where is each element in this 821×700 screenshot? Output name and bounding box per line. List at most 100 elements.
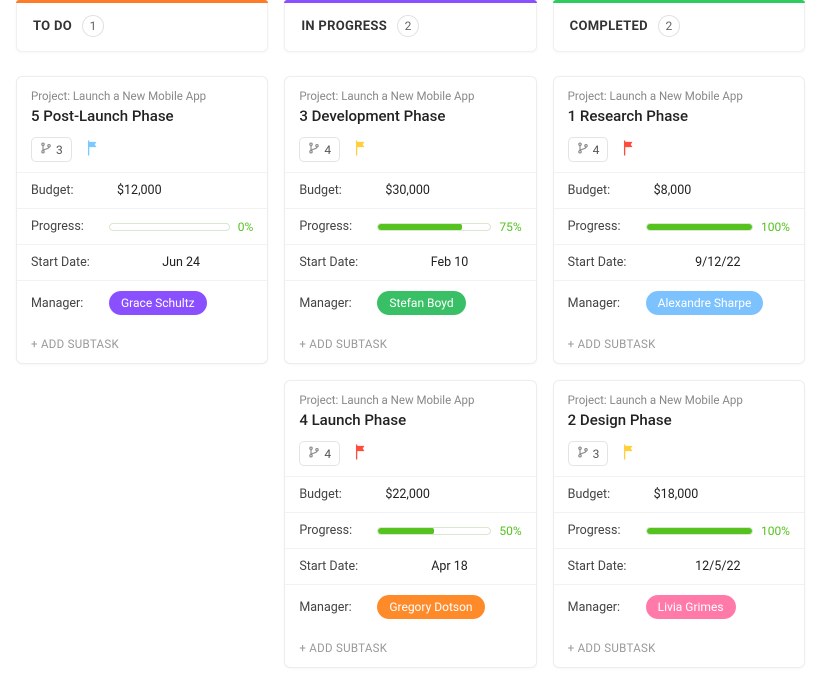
subtask-chip[interactable]: 4 (299, 441, 340, 466)
task-card[interactable]: Project: Launch a New Mobile App5 Post-L… (16, 76, 268, 364)
subtask-chip[interactable]: 4 (568, 137, 609, 162)
subtask-chip[interactable]: 4 (299, 137, 340, 162)
budget-label: Budget: (568, 183, 646, 198)
task-card[interactable]: Project: Launch a New Mobile App1 Resear… (553, 76, 805, 364)
progress-label: Progress: (568, 523, 646, 538)
progress-bar-wrap: 100% (646, 524, 790, 538)
budget-label: Budget: (299, 183, 377, 198)
task-card[interactable]: Project: Launch a New Mobile App 2 Design… (553, 380, 805, 668)
manager-label: Manager: (299, 296, 377, 311)
progress-bar[interactable] (646, 223, 753, 231)
budget-value: $8,000 (646, 183, 790, 198)
manager-pill[interactable]: Alexandre Sharpe (646, 291, 764, 315)
column-title: IN PROGRESS (301, 19, 387, 34)
column-header[interactable]: COMPLETED2 (553, 0, 805, 52)
start-date-label: Start Date: (299, 255, 377, 270)
subtask-count: 4 (324, 447, 331, 461)
manager-value-wrap: Alexandre Sharpe (646, 291, 790, 315)
add-subtask-button[interactable]: + ADD SUBTASK (554, 629, 804, 667)
manager-label: Manager: (568, 600, 646, 615)
add-subtask-button[interactable]: + ADD SUBTASK (285, 629, 535, 667)
flag-icon[interactable] (354, 444, 368, 464)
subtask-chip[interactable]: 3 (568, 441, 609, 466)
progress-bar[interactable] (377, 223, 491, 231)
progress-bar-wrap: 0% (109, 220, 253, 234)
column-accent-bar (553, 0, 805, 3)
start-date-value: Apr 18 (377, 559, 521, 574)
budget-label: Budget: (299, 487, 377, 502)
budget-value: $30,000 (377, 183, 521, 198)
manager-row: Manager:Grace Schultz (17, 280, 267, 325)
add-subtask-button[interactable]: + ADD SUBTASK (285, 325, 535, 363)
column-count-badge: 2 (658, 15, 680, 37)
budget-value: $12,000 (109, 183, 253, 198)
card-header: Project: Launch a New Mobile App 2 Design… (554, 381, 804, 476)
subtask-count: 3 (593, 447, 600, 461)
branch-icon (577, 142, 589, 157)
progress-bar[interactable] (377, 527, 491, 535)
budget-value: $22,000 (377, 487, 521, 502)
progress-bar-wrap: 50% (377, 524, 521, 538)
branch-icon (40, 142, 52, 157)
column: TO DO 1 Project: Launch a New Mobile App5 … (16, 0, 268, 684)
task-card[interactable]: Project: Launch a New Mobile App3 Develo… (284, 76, 536, 364)
manager-pill[interactable]: Gregory Dotson (377, 595, 484, 619)
start-date-label: Start Date: (299, 559, 377, 574)
manager-row: Manager:Gregory Dotson (285, 584, 535, 629)
task-card[interactable]: Project: Launch a New Mobile App4 Launch… (284, 380, 536, 668)
start-date-value: Jun 24 (109, 255, 253, 270)
card-header: Project: Launch a New Mobile App1 Resear… (554, 77, 804, 172)
kanban-board: TO DO 1 Project: Launch a New Mobile App5 … (0, 0, 821, 700)
start-date-row: Start Date:Apr 18 (285, 548, 535, 584)
manager-pill[interactable]: Stefan Boyd (377, 291, 465, 315)
progress-percent: 50% (499, 524, 521, 538)
start-date-row: Start Date:Jun 24 (17, 244, 267, 280)
subtask-chip[interactable]: 3 (31, 137, 72, 162)
progress-bar[interactable] (646, 527, 753, 535)
manager-pill[interactable]: Grace Schultz (109, 291, 207, 315)
progress-bar[interactable] (109, 223, 230, 231)
column-header[interactable]: IN PROGRESS 2 (284, 0, 536, 52)
branch-icon (308, 446, 320, 461)
start-date-row: Start Date:9/12/22 (554, 244, 804, 280)
progress-bar-wrap: 100% (646, 220, 790, 234)
flag-icon[interactable] (622, 140, 636, 160)
progress-label: Progress: (299, 219, 377, 234)
budget-row: Budget:$12,000 (17, 172, 267, 208)
flag-icon[interactable] (622, 444, 636, 464)
budget-row: Budget:$8,000 (554, 172, 804, 208)
card-title: 1 Research Phase (568, 107, 790, 125)
progress-label: Progress: (299, 523, 377, 538)
subtask-count: 4 (593, 143, 600, 157)
subtask-count: 3 (56, 143, 63, 157)
budget-label: Budget: (568, 487, 646, 502)
card-title: 2 Design Phase (568, 411, 790, 429)
start-date-value: 9/12/22 (646, 255, 790, 270)
card-meta-row: 4 (568, 137, 790, 162)
budget-value: $18,000 (646, 487, 790, 502)
column-count-badge: 2 (397, 15, 419, 37)
progress-fill (647, 528, 752, 534)
column: COMPLETED2 Project: Launch a New Mobile A… (553, 0, 805, 684)
add-subtask-button[interactable]: + ADD SUBTASK (554, 325, 804, 363)
start-date-label: Start Date: (568, 255, 646, 270)
subtask-count: 4 (324, 143, 331, 157)
project-label: Project: Launch a New Mobile App (568, 393, 790, 407)
branch-icon (308, 142, 320, 157)
column-count-badge: 1 (82, 15, 104, 37)
column-accent-bar (16, 0, 268, 3)
progress-row: Progress: 100% (554, 512, 804, 548)
flag-icon[interactable] (354, 140, 368, 160)
card-header: Project: Launch a New Mobile App3 Develo… (285, 77, 535, 172)
manager-label: Manager: (568, 296, 646, 311)
budget-row: Budget:$22,000 (285, 476, 535, 512)
project-label: Project: Launch a New Mobile App (31, 89, 253, 103)
add-subtask-button[interactable]: + ADD SUBTASK (17, 325, 267, 363)
manager-pill[interactable]: Livia Grimes (646, 595, 736, 619)
column-title: TO DO (33, 19, 72, 34)
progress-percent: 100% (761, 524, 790, 538)
card-meta-row: 4 (299, 441, 521, 466)
column-header[interactable]: TO DO 1 (16, 0, 268, 52)
flag-icon[interactable] (86, 140, 100, 160)
project-label: Project: Launch a New Mobile App (299, 393, 521, 407)
